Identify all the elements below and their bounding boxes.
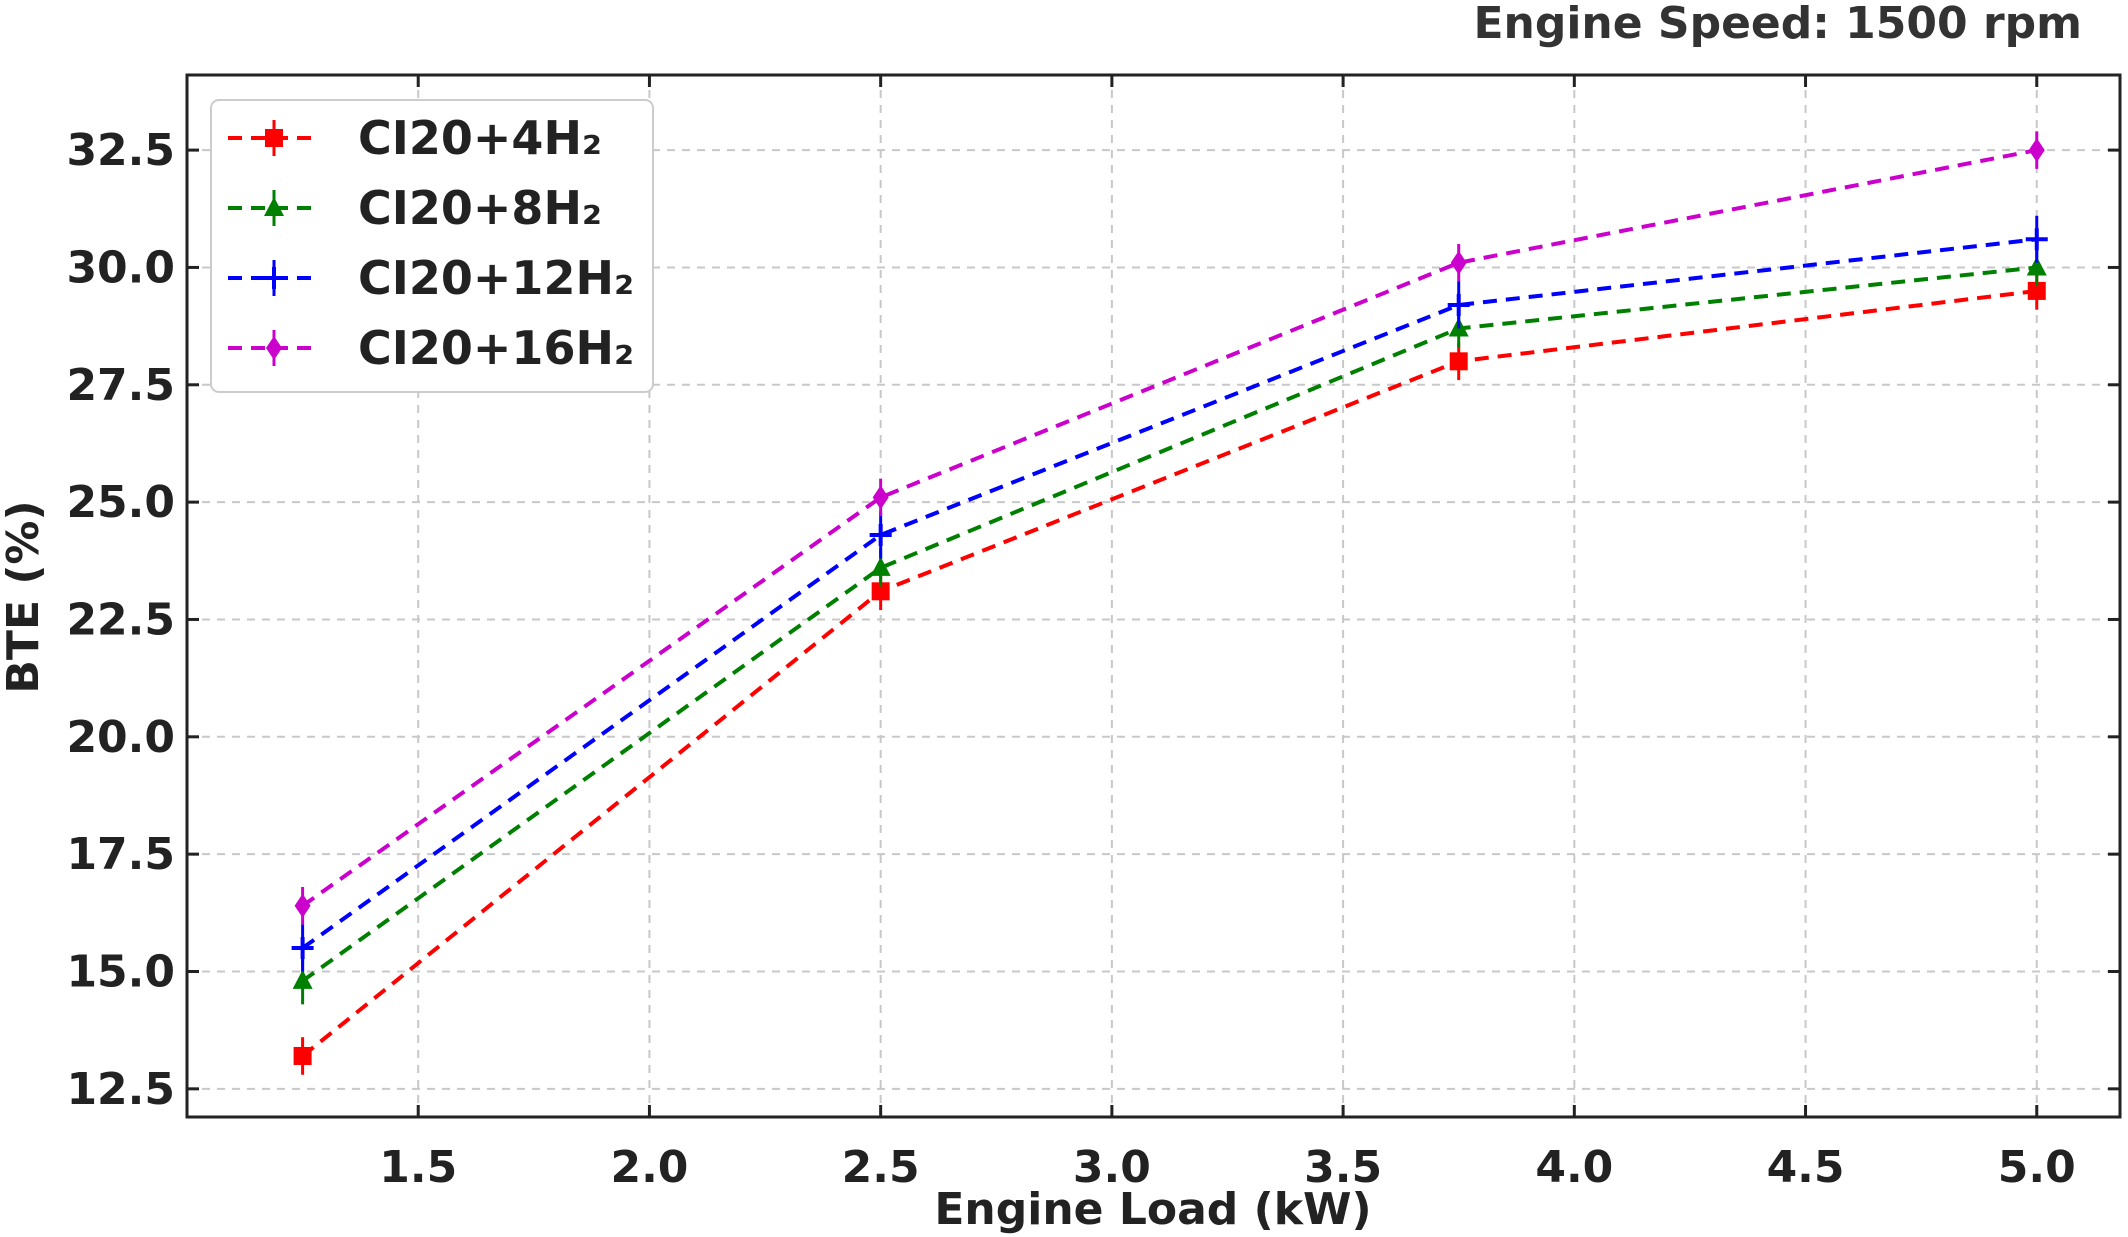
data-point <box>869 523 892 546</box>
ticks-layer: 1.5 2.0 2.5 3.0 3.5 4.0 4.5 5.0 12.5 15.0 17.5 20.0… <box>66 75 2120 1193</box>
data-point <box>2026 256 2047 276</box>
data-point <box>2025 228 2048 251</box>
legend-entry-3: CI20+12H₂ <box>228 251 634 305</box>
data-point <box>291 937 314 960</box>
x-tick-label: 4.5 <box>1767 1142 1845 1193</box>
data-point <box>2027 281 2046 300</box>
series-line <box>301 288 2038 1058</box>
x-tick-label: 3.0 <box>1073 1142 1151 1193</box>
y-tick-label: 20.0 <box>66 712 175 763</box>
legend-marker <box>265 129 283 147</box>
legend-marker <box>266 336 282 360</box>
data-point <box>1449 352 1468 371</box>
series-line <box>301 237 2037 950</box>
series-4 <box>294 131 2045 925</box>
y-tick-label: 15.0 <box>66 946 175 997</box>
series-3 <box>291 215 2048 972</box>
y-tick-label: 27.5 <box>66 360 175 411</box>
y-tick-label: 22.5 <box>66 594 175 645</box>
data-point <box>294 893 311 918</box>
y-tick-label: 17.5 <box>66 829 175 880</box>
legend-label: CI20+8H₂ <box>358 181 602 235</box>
y-tick-label: 30.0 <box>66 242 175 293</box>
data-point <box>870 556 891 576</box>
y-tick-label: 25.0 <box>66 477 175 528</box>
x-tick-label: 2.0 <box>610 1142 688 1193</box>
data-point <box>292 969 313 989</box>
legend-entries: CI20+4H₂ CI20+8H₂ CI20+12H₂ CI20+16H₂ <box>228 111 634 375</box>
x-tick-label: 4.0 <box>1535 1142 1613 1193</box>
legend-label: CI20+12H₂ <box>358 251 634 305</box>
data-point <box>293 1046 312 1065</box>
x-tick-label: 3.5 <box>1304 1142 1382 1193</box>
data-point <box>872 485 889 510</box>
data-point <box>871 582 890 601</box>
x-tick-label: 1.5 <box>379 1142 457 1193</box>
legend-marker <box>263 267 285 289</box>
engine-speed-annotation: Engine Speed: 1500 rpm <box>1473 0 2082 49</box>
series-line <box>301 148 2038 908</box>
y-tick-label: 12.5 <box>66 1064 175 1115</box>
x-axis-title: Engine Load (kW) <box>934 1184 1371 1235</box>
data-point <box>1447 293 1470 316</box>
legend-entry-2: CI20+8H₂ <box>228 181 602 235</box>
legend-marker <box>264 197 284 216</box>
legend-entry-1: CI20+4H₂ <box>228 111 602 165</box>
legend-label: CI20+16H₂ <box>358 321 634 375</box>
y-tick-label: 32.5 <box>66 125 175 176</box>
series-line <box>301 265 2037 983</box>
y-axis-title: BTE (%) <box>0 500 49 693</box>
plot-frame <box>185 73 2122 1119</box>
x-tick-label: 2.5 <box>842 1142 920 1193</box>
series-layer <box>291 131 2048 1075</box>
data-point <box>1450 250 1467 275</box>
legend-entry-4: CI20+16H₂ <box>228 321 634 375</box>
data-point <box>2028 138 2045 163</box>
legend-box <box>210 99 654 393</box>
legend-label: CI20+4H₂ <box>358 111 602 165</box>
legend: CI20+4H₂ CI20+8H₂ CI20+12H₂ CI20+16H₂ <box>210 99 654 393</box>
x-tick-label: 5.0 <box>1998 1142 2076 1193</box>
